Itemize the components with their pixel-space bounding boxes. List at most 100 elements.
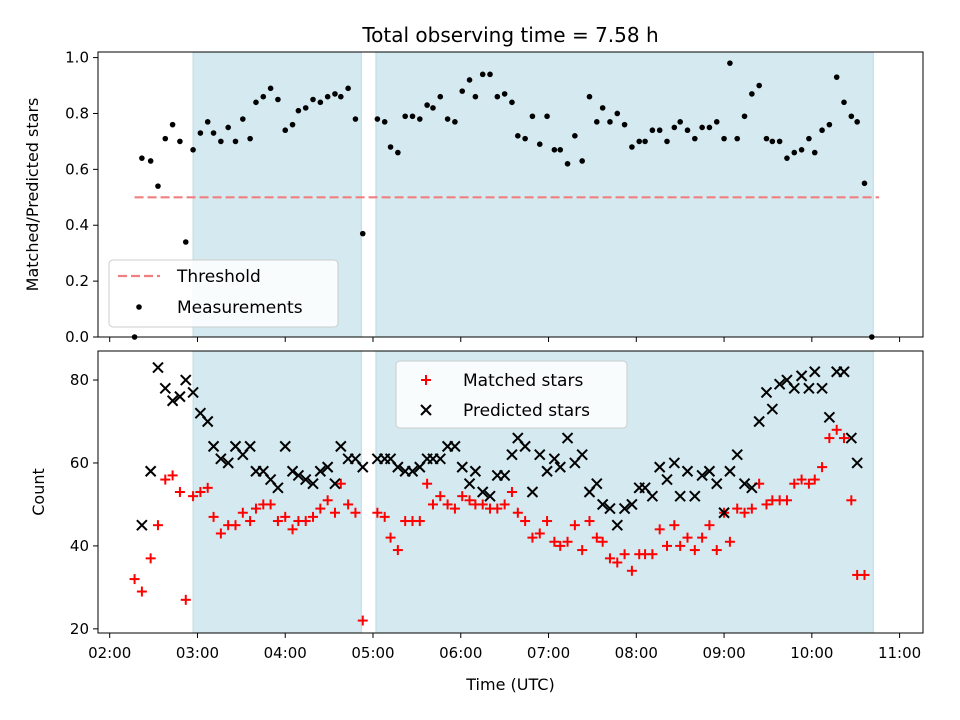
measurement-point bbox=[444, 116, 451, 122]
measurement-point bbox=[232, 138, 239, 145]
predicted-star-point bbox=[724, 465, 736, 477]
x-stroke bbox=[257, 465, 269, 477]
predicted-star-point bbox=[222, 457, 234, 469]
matched-star-point bbox=[809, 474, 820, 485]
matched-star-point bbox=[287, 524, 298, 535]
predicted-star-point bbox=[144, 465, 157, 477]
matched-star-point bbox=[315, 503, 326, 514]
matched-star-point bbox=[781, 495, 792, 506]
measurement-point bbox=[848, 113, 855, 120]
measurement-point bbox=[713, 119, 720, 125]
measurement-point bbox=[204, 119, 211, 125]
measurement-point bbox=[599, 105, 606, 111]
y-tick-label: 0.8 bbox=[65, 104, 89, 122]
matched-star-point bbox=[604, 553, 615, 564]
measurement-point bbox=[345, 85, 351, 92]
x-stroke bbox=[477, 486, 489, 498]
measurement-point bbox=[295, 107, 302, 114]
measurement-point bbox=[452, 119, 458, 125]
x-stroke bbox=[526, 486, 539, 498]
predicted-star-point bbox=[244, 440, 256, 453]
measurement-point bbox=[536, 141, 543, 148]
predicted-star-point bbox=[816, 382, 828, 395]
matched-star-point bbox=[584, 516, 595, 527]
y-tick-label: 0.2 bbox=[65, 272, 89, 290]
x-tick-label: 07:00 bbox=[527, 644, 570, 662]
x-stroke bbox=[314, 465, 327, 477]
measurement-point bbox=[260, 93, 267, 100]
matched-star-point bbox=[180, 594, 191, 605]
matched-star-point bbox=[569, 520, 580, 531]
x-stroke bbox=[845, 432, 858, 444]
predicted-star-point bbox=[548, 453, 561, 465]
x-stroke bbox=[724, 465, 736, 477]
x-stroke bbox=[222, 457, 234, 469]
predicted-star-point bbox=[591, 477, 603, 490]
predicted-star-point bbox=[207, 440, 220, 453]
matched-star-point bbox=[555, 540, 566, 551]
x-stroke bbox=[718, 507, 730, 519]
matched-star-point bbox=[704, 520, 715, 531]
x-stroke bbox=[773, 378, 786, 390]
predicted-star-point bbox=[136, 519, 148, 531]
x-stroke bbox=[541, 465, 553, 477]
y-tick-label: 20 bbox=[70, 620, 89, 638]
predicted-star-point bbox=[292, 469, 305, 482]
measurement-point bbox=[225, 124, 231, 131]
top-axes-frame bbox=[97, 51, 924, 338]
predicted-star-point bbox=[477, 486, 489, 498]
matched-star-point bbox=[831, 424, 842, 435]
matched-star-point bbox=[839, 433, 850, 444]
measurement-point bbox=[247, 135, 253, 142]
bottom-observing-windows bbox=[192, 351, 874, 633]
measurement-point bbox=[586, 93, 593, 100]
measurement-point bbox=[515, 133, 521, 139]
matched-star-point bbox=[492, 503, 503, 514]
predicted-star-point bbox=[731, 448, 743, 461]
matched-star-point bbox=[577, 545, 588, 556]
y-tick-label: 1.0 bbox=[65, 49, 89, 67]
x-stroke bbox=[668, 457, 681, 469]
measurement-point bbox=[564, 160, 571, 167]
matched-star-point bbox=[506, 487, 517, 497]
matched-star-point bbox=[724, 536, 735, 547]
x-stroke bbox=[618, 502, 631, 515]
measurement-point bbox=[557, 146, 564, 153]
matched-star-point bbox=[272, 516, 283, 527]
x-stroke bbox=[244, 440, 256, 453]
bottom-y-axis-label: Count bbox=[29, 468, 48, 516]
predicted-star-point bbox=[668, 457, 681, 469]
matched-star-point bbox=[817, 462, 828, 473]
matched-star-point bbox=[449, 503, 460, 514]
matched-star-point bbox=[520, 516, 531, 527]
y-tick-label: 60 bbox=[70, 454, 89, 472]
matched-star-point bbox=[697, 532, 708, 543]
measurement-point bbox=[501, 91, 508, 97]
matched-star-point bbox=[215, 528, 226, 539]
legend-matched-label: Matched stars bbox=[463, 371, 583, 391]
predicted-star-point bbox=[703, 465, 716, 477]
x-stroke bbox=[449, 440, 461, 453]
matched-star-point bbox=[208, 511, 219, 522]
x-stroke bbox=[795, 370, 808, 382]
x-stroke bbox=[229, 440, 242, 453]
x-tick-label: 08:00 bbox=[615, 644, 658, 662]
predicted-star-point bbox=[434, 453, 446, 465]
measurement-point bbox=[833, 74, 840, 80]
observing-window-2 bbox=[375, 52, 874, 337]
predicted-star-point bbox=[329, 477, 341, 490]
x-stroke bbox=[674, 490, 686, 502]
measurement-point bbox=[861, 180, 868, 187]
matched-star-point bbox=[237, 507, 248, 518]
x-stroke bbox=[534, 448, 546, 461]
matched-star-point bbox=[152, 520, 163, 531]
x-stroke bbox=[307, 477, 319, 490]
measurement-point bbox=[677, 119, 683, 125]
measurement-point bbox=[642, 138, 648, 145]
top-y-ticks: 0.0 0.2 0.4 0.6 0.8 1.0 bbox=[65, 49, 98, 346]
measurement-point bbox=[826, 121, 833, 128]
measurement-point bbox=[784, 155, 790, 161]
x-stroke bbox=[731, 448, 743, 461]
bottom-legend-box bbox=[395, 360, 628, 429]
